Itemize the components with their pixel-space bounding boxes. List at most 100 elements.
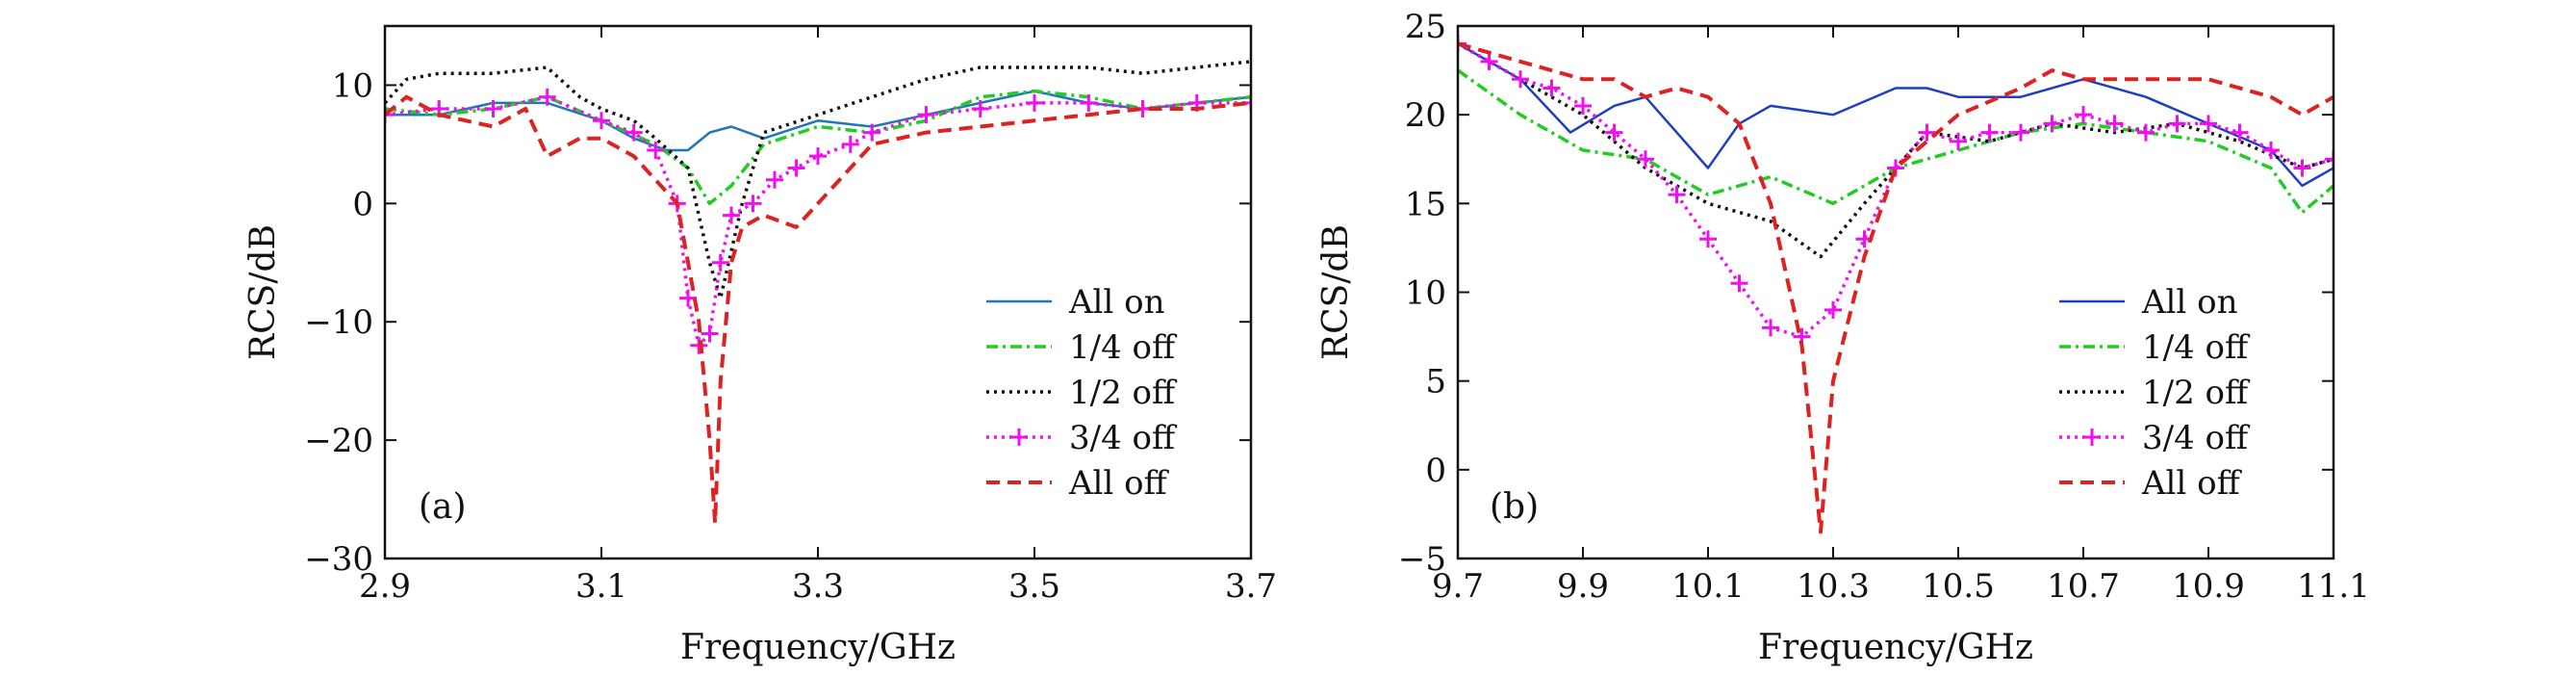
- x-tick-label-a-4: 3.7: [1225, 567, 1277, 606]
- series-marker-b-3-22: [2137, 123, 2155, 142]
- legend-label-b-0: All on: [2141, 283, 2237, 322]
- y-axis-label-b: RCS/dB: [1316, 224, 1356, 360]
- series-marker-b-3-23: [2168, 115, 2186, 133]
- series-marker-b-3-21: [2105, 115, 2124, 133]
- series-line-b-0: [1458, 42, 2334, 188]
- legend-label-a-3: 3/4 off: [1069, 419, 1178, 457]
- series-marker-a-3-12: [723, 206, 740, 224]
- series-marker-a-3-22: [1080, 93, 1098, 112]
- series-marker-a-3-8: [679, 289, 697, 307]
- series-marker-b-3-19: [2043, 115, 2061, 133]
- series-marker-a-3-14: [766, 170, 783, 189]
- series-marker-a-3-17: [841, 135, 859, 153]
- series-line-b-3: [1458, 41, 2334, 339]
- series-marker-b-3-26: [2262, 142, 2280, 160]
- panel-b: 9.7 9.9 10.1 10.3 10.5 10.7 10.9 11.1 −5 0 5 10 15 20…: [1316, 8, 2370, 667]
- series-marker-a-3-19: [917, 106, 935, 124]
- y-tick-label-b-4: 15: [1405, 185, 1446, 223]
- series-marker-a-3-10: [701, 325, 719, 343]
- series-marker-a-3-13: [744, 195, 762, 213]
- series-marker-b-3-12: [1824, 300, 1842, 319]
- y-tick-label-a-0: −30: [304, 540, 373, 579]
- legend-label-b-1: 1/4 off: [2142, 328, 2251, 367]
- plot-area-a: [385, 60, 1251, 526]
- legend-label-b-4: All off: [2141, 464, 2243, 503]
- series-line-a-4: [385, 94, 1251, 526]
- series-marker-b-3-6: [1637, 150, 1654, 169]
- legend-label-a-1: 1/4 off: [1069, 328, 1178, 367]
- x-tick-label-a-1: 3.1: [575, 567, 627, 606]
- y-tick-label-b-0: −5: [1398, 540, 1446, 579]
- legend-marker-a-3: [1010, 428, 1028, 446]
- series-marker-a-3-21: [1026, 93, 1043, 112]
- series-marker-b-3-16: [1950, 132, 1967, 150]
- y-tick-label-b-1: 0: [1425, 452, 1446, 490]
- series-marker-a-3-16: [809, 147, 827, 166]
- x-tick-label-b-4: 10.5: [1922, 567, 1995, 606]
- series-marker-b-3-20: [2075, 106, 2092, 124]
- panel-label-b: (b): [1490, 487, 1539, 527]
- series-marker-b-3-28: [2325, 150, 2334, 169]
- legend-label-b-2: 1/2 off: [2142, 374, 2251, 412]
- series-marker-b-3-9: [1730, 274, 1748, 293]
- x-tick-label-a-2: 3.3: [792, 567, 844, 606]
- x-tick-label-b-2: 10.1: [1671, 567, 1745, 606]
- y-tick-label-b-6: 25: [1405, 8, 1446, 46]
- legend-label-a-0: All on: [1068, 283, 1164, 322]
- series-line-b-1: [1458, 68, 2334, 215]
- series-marker-b-3-5: [1605, 123, 1623, 142]
- series-marker-a-3-18: [863, 123, 881, 142]
- series-marker-b-3-18: [2012, 123, 2029, 142]
- series-marker-b-3-17: [1980, 123, 1999, 142]
- series-marker-b-3-10: [1762, 319, 1779, 337]
- legend-label-a-2: 1/2 off: [1069, 374, 1178, 412]
- y-tick-label-b-2: 5: [1425, 363, 1446, 402]
- y-tick-label-a-2: −10: [304, 303, 373, 342]
- x-tick-label-b-3: 10.3: [1797, 567, 1870, 606]
- y-tick-label-a-4: 10: [332, 66, 373, 105]
- y-axis-label-a: RCS/dB: [243, 224, 283, 360]
- y-tick-label-a-3: 0: [352, 185, 373, 223]
- x-tick-label-a-0: 2.9: [359, 567, 411, 606]
- series-line-b-4: [1458, 41, 2334, 534]
- x-tick-label-b-1: 9.9: [1557, 567, 1609, 606]
- series-marker-b-3-2: [1512, 70, 1529, 89]
- panel-a: 2.9 3.1 3.3 3.5 3.7 −30 −20 −10 0 10 Frequency/GHz…: [243, 24, 1277, 667]
- series-marker-b-3-15: [1918, 123, 1936, 142]
- series-marker-a-3-20: [971, 100, 989, 118]
- legend-label-a-4: All off: [1068, 464, 1170, 503]
- series-marker-b-3-7: [1668, 186, 1686, 204]
- series-line-a-2: [385, 60, 1251, 300]
- series-marker-a-3-15: [787, 159, 805, 177]
- series-marker-a-3-9: [690, 336, 708, 354]
- x-tick-label-a-3: 3.5: [1008, 567, 1060, 606]
- series-marker-b-3-27: [2293, 159, 2311, 177]
- series-marker-a-3-3: [538, 88, 556, 106]
- x-tick-label-b-5: 10.7: [2047, 567, 2120, 606]
- x-tick-label-b-7: 11.1: [2297, 567, 2370, 606]
- series-line-a-0: [385, 90, 1251, 152]
- series-marker-a-3-11: [711, 253, 729, 272]
- series-marker-b-3-25: [2231, 123, 2249, 142]
- series-marker-b-3-4: [1574, 96, 1592, 115]
- x-axis-label-b: Frequency/GHz: [1758, 628, 2033, 667]
- series-marker-a-3-6: [647, 142, 665, 160]
- series-marker-a-3-5: [625, 123, 643, 142]
- x-tick-label-b-0: 9.7: [1432, 567, 1484, 606]
- x-axis-label-a: Frequency/GHz: [680, 628, 956, 667]
- x-tick-label-b-6: 10.9: [2172, 567, 2245, 606]
- y-tick-label-a-1: −20: [304, 422, 373, 460]
- series-marker-b-3-8: [1699, 230, 1717, 248]
- series-marker-a-3-4: [593, 112, 610, 130]
- series-marker-b-3-3: [1543, 79, 1561, 97]
- panel-label-a: (a): [419, 487, 467, 527]
- series-marker-b-3-1: [1480, 52, 1498, 70]
- legend-label-b-3: 3/4 off: [2142, 419, 2251, 457]
- series-marker-a-3-2: [484, 100, 502, 118]
- y-tick-label-b-3: 10: [1405, 274, 1446, 313]
- legend-marker-b-3: [2083, 428, 2101, 446]
- plot-area-b: [1458, 35, 2334, 534]
- y-tick-label-b-5: 20: [1405, 96, 1446, 135]
- series-marker-b-3-24: [2200, 115, 2217, 133]
